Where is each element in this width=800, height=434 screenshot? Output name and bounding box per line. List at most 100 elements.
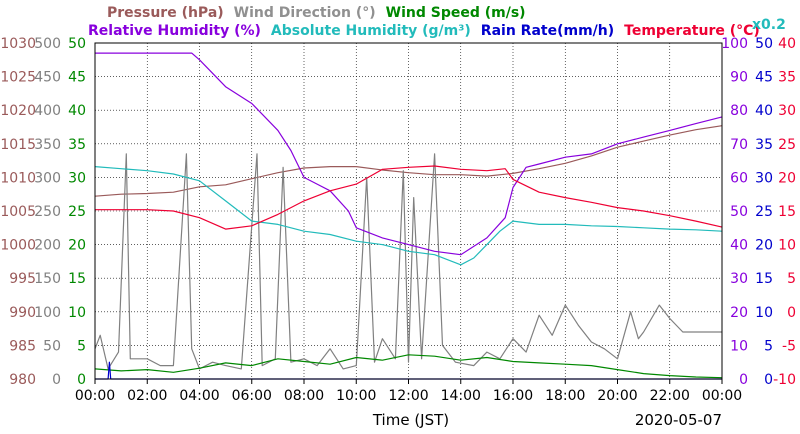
tick-label-relative-humidity: 70 (730, 137, 748, 153)
tick-label-temperature: 35 (778, 70, 796, 86)
tick-label-rain-rate: 5 (764, 338, 773, 354)
tick-label-temperature: 0 (787, 305, 796, 321)
x-tick-label: 00:00 (702, 388, 742, 404)
x-tick-label: 08:00 (284, 388, 324, 404)
tick-label-wind-speed: 35 (68, 137, 86, 153)
tick-label-wind-direction: 0 (52, 372, 61, 388)
tick-label-relative-humidity: 20 (730, 305, 748, 321)
tick-label-wind-speed: 30 (68, 170, 86, 186)
legend-second-row: Relative Humidity (%) Absolute Humidity (… (88, 17, 786, 39)
legend-entry: Temperature (°C) (624, 23, 760, 39)
tick-label-temperature: 40 (778, 36, 796, 52)
series-line-wind-speed-m-s (94, 354, 723, 379)
legend-top-row: Pressure (hPa) Wind Direction (°) Wind Spe… (107, 5, 526, 21)
tick-label-rain-rate: 15 (755, 271, 773, 287)
tick-label-rain-rate: 0 (764, 372, 773, 388)
x-tick-label: 22:00 (650, 388, 690, 404)
plot-grid (95, 43, 722, 379)
x-tick-label: 10:00 (336, 388, 376, 404)
tick-label-relative-humidity: 10 (730, 338, 748, 354)
tick-label-relative-humidity: 100 (721, 36, 748, 52)
tick-label-wind-speed: 20 (68, 238, 86, 254)
tick-label-rain-rate: 40 (755, 103, 773, 119)
tick-label-wind-speed: 25 (68, 204, 86, 220)
x-axis-title: Time (JST) (372, 411, 449, 429)
series-layer (94, 52, 723, 380)
tick-label-relative-humidity: 80 (730, 103, 748, 119)
tick-label-pressure: 1005 (0, 204, 36, 220)
series-line-temperature-c (95, 165, 723, 230)
x-tick-label: 14:00 (441, 388, 481, 404)
tick-label-pressure: 1015 (0, 137, 36, 153)
tick-label-temperature: 30 (778, 103, 796, 119)
tick-label-wind-direction: 400 (34, 103, 61, 119)
series-line-pressure-hpa (94, 125, 723, 197)
date-label: 2020-05-07 (635, 411, 722, 429)
tick-label-temperature: 15 (778, 204, 796, 220)
series-line-relative-humidity (95, 52, 723, 256)
legend-entry: Absolute Humidity (g/m³) (271, 23, 471, 39)
tick-label-rain-rate: 50 (755, 36, 773, 52)
tick-label-temperature: 25 (778, 137, 796, 153)
tick-label-rain-rate: 35 (755, 137, 773, 153)
tick-label-wind-direction: 300 (34, 170, 61, 186)
tick-label-temperature: 20 (778, 170, 796, 186)
x-tick-label: 04:00 (179, 388, 219, 404)
x-tick-label: 00:00 (75, 388, 115, 404)
tick-label-wind-direction: 250 (34, 204, 61, 220)
tick-label-pressure: 1020 (0, 103, 36, 119)
x-tick-label: 16:00 (493, 388, 533, 404)
tick-label-temperature: -5 (782, 338, 796, 354)
tick-label-relative-humidity: 30 (730, 271, 748, 287)
legend-entry: Wind Speed (m/s) (386, 5, 526, 21)
tick-label-relative-humidity: 40 (730, 238, 748, 254)
x-tick-label: 18:00 (545, 388, 585, 404)
tick-label-rain-rate: 25 (755, 204, 773, 220)
tick-label-temperature: 5 (787, 271, 796, 287)
x-tick-label: 02:00 (127, 388, 167, 404)
tick-label-pressure: 980 (9, 372, 36, 388)
tick-label-wind-direction: 450 (34, 70, 61, 86)
tick-label-wind-speed: 40 (68, 103, 86, 119)
tick-label-wind-speed: 10 (68, 305, 86, 321)
tick-label-wind-direction: 150 (34, 271, 61, 287)
tick-label-rain-rate: 10 (755, 305, 773, 321)
rain-scale-note: x0.2 (752, 17, 786, 33)
legend-entry: Relative Humidity (%) (88, 23, 261, 39)
tick-label-relative-humidity: 50 (730, 204, 748, 220)
tick-label-relative-humidity: 60 (730, 170, 748, 186)
tick-label-temperature: 10 (778, 238, 796, 254)
tick-label-pressure: 1025 (0, 70, 36, 86)
tick-label-rain-rate: 20 (755, 238, 773, 254)
tick-label-relative-humidity: 90 (730, 70, 748, 86)
x-tick-label: 20:00 (597, 388, 637, 404)
tick-label-wind-speed: 45 (68, 70, 86, 86)
legend-entry: Wind Direction (°) (234, 5, 376, 21)
tick-label-rain-rate: 45 (755, 70, 773, 86)
left-axes: 1030102510201015101010051000995990985980… (0, 36, 86, 388)
tick-label-wind-direction: 50 (43, 338, 61, 354)
tick-label-pressure: 995 (9, 271, 36, 287)
tick-label-rain-rate: 30 (755, 170, 773, 186)
legend-entry: Rain Rate(mm/h) (481, 23, 614, 39)
tick-label-wind-speed: 15 (68, 271, 86, 287)
right-axes: 1009080706050403020100504540353025201510… (721, 36, 796, 388)
series-line-wind-direction (94, 153, 722, 370)
tick-label-temperature: -10 (773, 372, 796, 388)
tick-label-pressure: 1030 (0, 36, 36, 52)
tick-label-pressure: 985 (9, 338, 36, 354)
tick-label-wind-speed: 50 (68, 36, 86, 52)
x-axis: 00:00 02:00 04:00 06:00 08:00 10:00 12:00 14:00… (75, 379, 742, 404)
tick-label-wind-direction: 200 (34, 238, 61, 254)
tick-label-wind-direction: 100 (34, 305, 61, 321)
legend-entry: Pressure (hPa) (107, 5, 224, 21)
series-line-absolute-humidity-g-m (94, 166, 723, 266)
tick-label-relative-humidity: 0 (739, 372, 748, 388)
x-tick-label: 12:00 (388, 388, 428, 404)
tick-label-wind-direction: 350 (34, 137, 61, 153)
tick-label-pressure: 1000 (0, 238, 36, 254)
tick-label-wind-direction: 500 (34, 36, 61, 52)
tick-label-pressure: 990 (9, 305, 36, 321)
x-tick-label: 06:00 (232, 388, 272, 404)
